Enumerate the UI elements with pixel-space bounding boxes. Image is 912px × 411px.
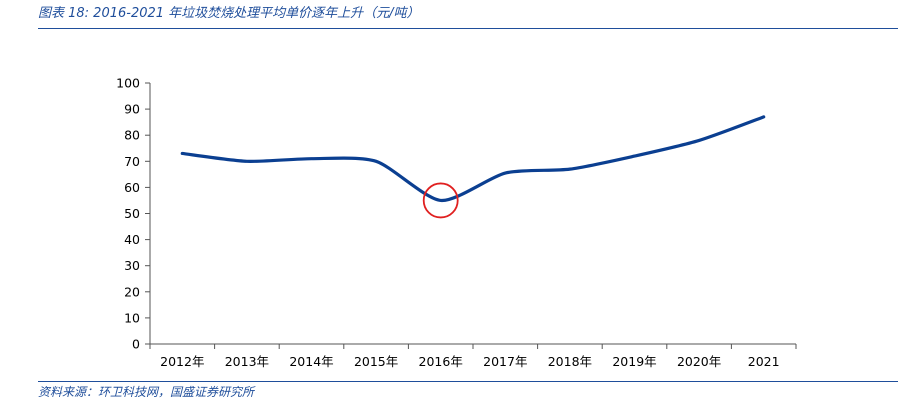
x-tick-label: 2017年 xyxy=(483,354,527,369)
x-tick-label: 2018年 xyxy=(548,354,592,369)
y-tick-label: 30 xyxy=(124,258,140,273)
y-tick-label: 40 xyxy=(124,232,140,247)
x-tick-label: 2013年 xyxy=(225,354,269,369)
x-tick-label: 2021 xyxy=(748,354,780,369)
y-axis: 0 10 20 30 40 50 60 70 80 90 100 xyxy=(116,76,151,352)
x-axis: 2012年 2013年 2014年 2015年 2016年 2017年 2018年 2019年… xyxy=(149,343,797,369)
annotation-group xyxy=(422,182,459,219)
y-tick-label: 60 xyxy=(124,180,140,195)
y-tick-label: 0 xyxy=(132,337,140,352)
y-tick-label: 10 xyxy=(124,310,140,325)
x-tick-label: 2012年 xyxy=(160,354,204,369)
y-tick-label: 20 xyxy=(124,284,140,299)
x-tick-label: 2020年 xyxy=(677,354,721,369)
y-tick-label: 70 xyxy=(124,154,140,169)
highlight-circle xyxy=(422,182,459,219)
series-line xyxy=(180,115,766,203)
y-tick-label: 80 xyxy=(124,128,140,143)
source-note: 资料来源：环卫科技网，国盛证券研究所 xyxy=(38,381,898,404)
x-tick-label: 2016年 xyxy=(419,354,463,369)
series-group xyxy=(180,115,766,203)
figure-caption: 图表 18: 2016-2021 年垃圾焚烧处理平均单价逐年上升（元/吨） xyxy=(38,4,898,29)
y-tick-label: 50 xyxy=(124,206,140,221)
y-tick-label: 100 xyxy=(116,76,140,91)
x-tick-label: 2019年 xyxy=(612,354,656,369)
y-tick-label: 90 xyxy=(124,102,140,117)
x-tick-label: 2014年 xyxy=(289,354,333,369)
x-tick-label: 2015年 xyxy=(354,354,398,369)
